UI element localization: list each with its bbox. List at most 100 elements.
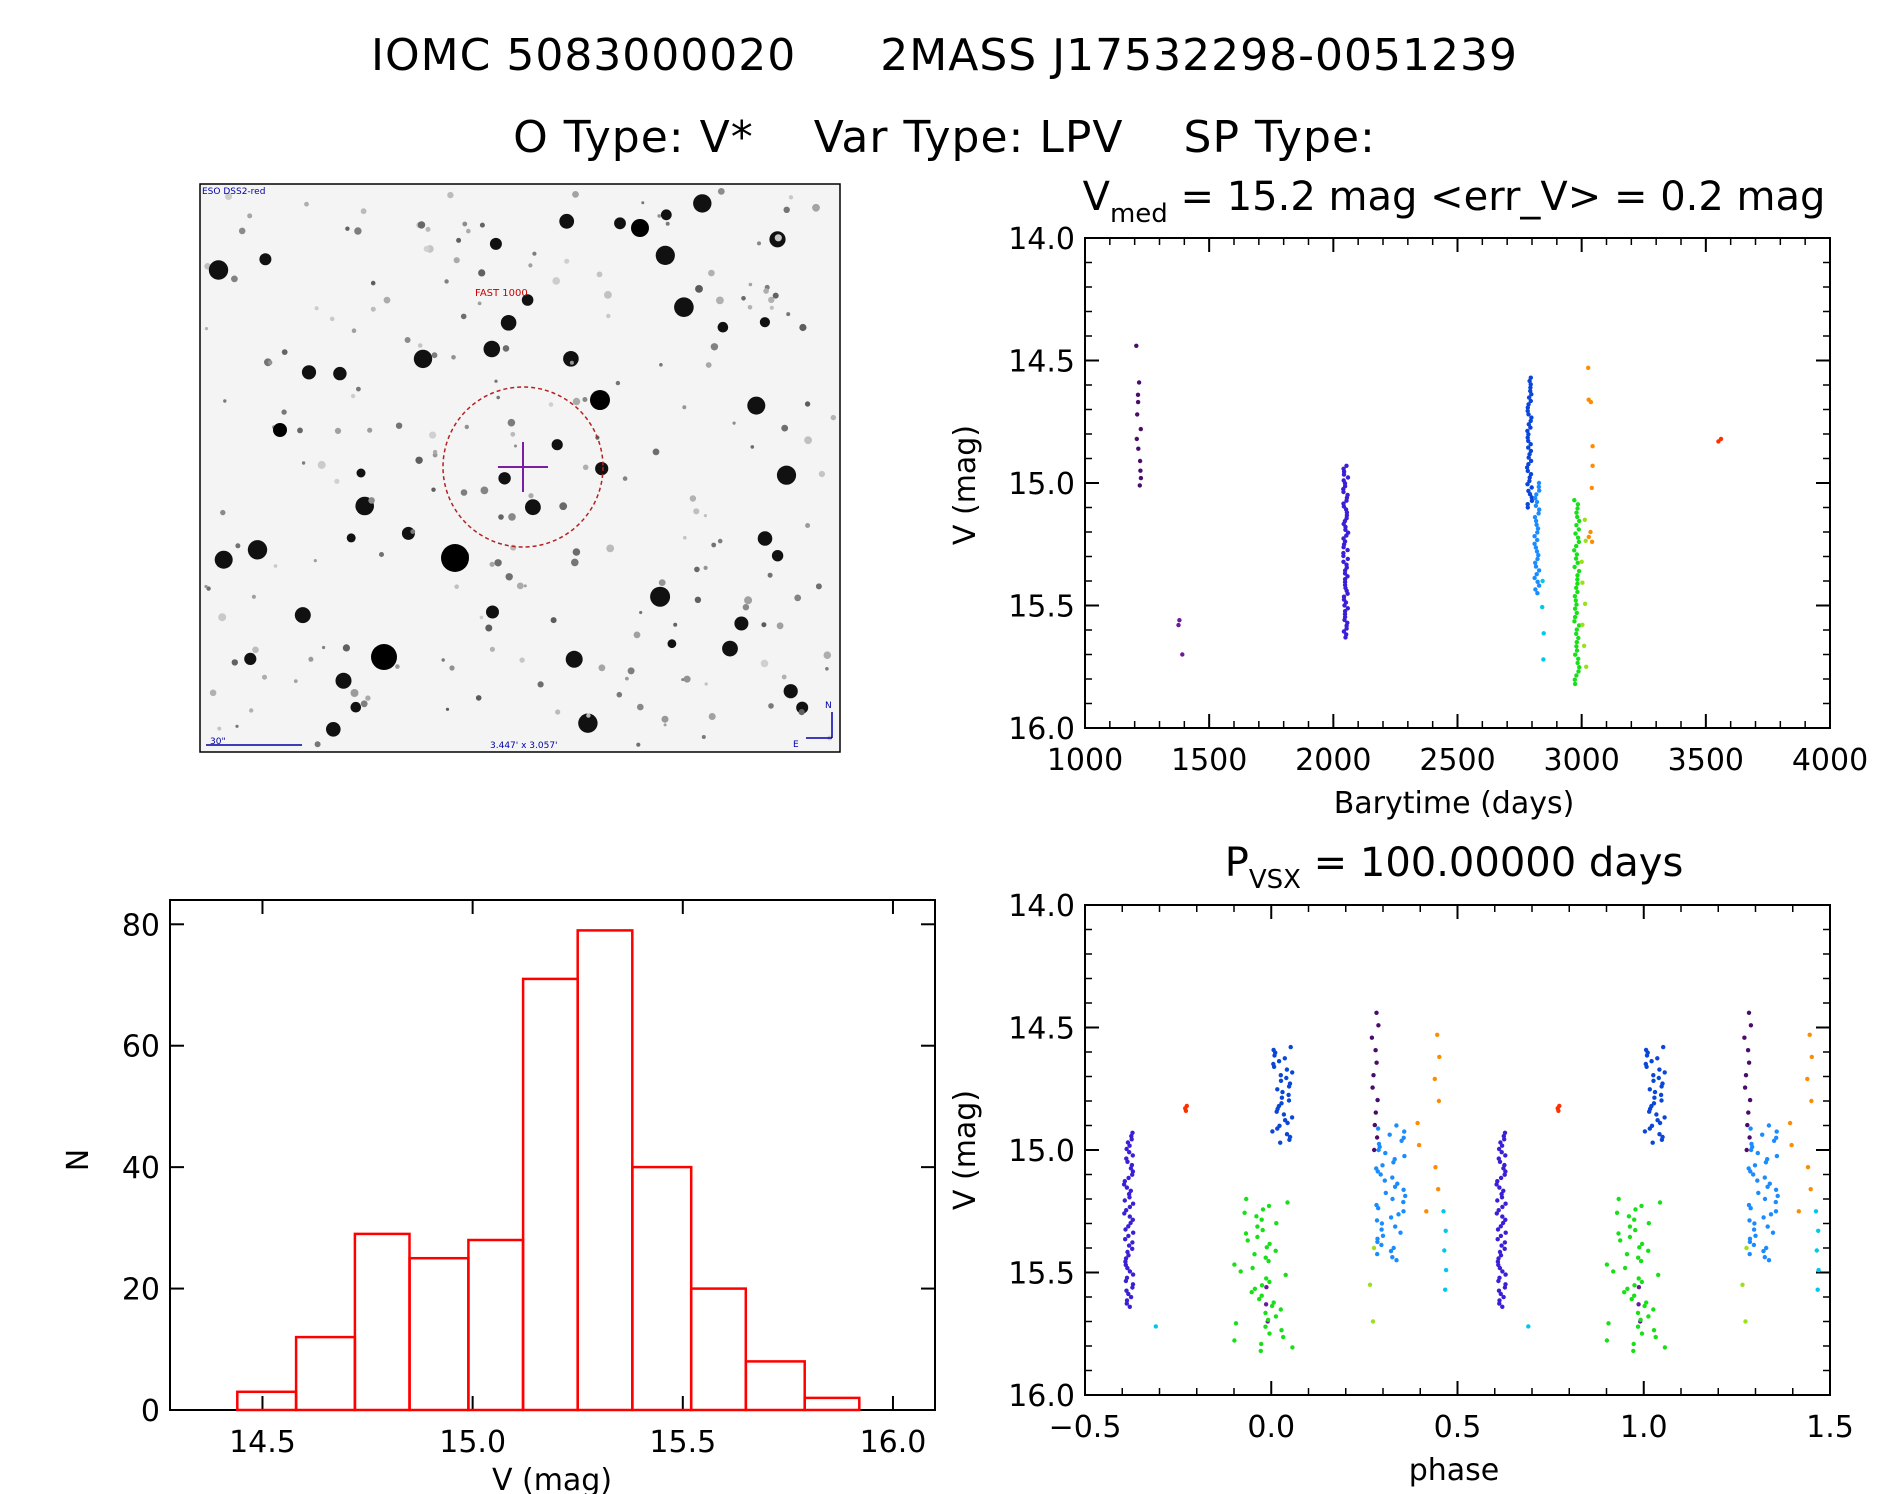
phased-point bbox=[1747, 1239, 1753, 1245]
star bbox=[783, 206, 790, 213]
phased-point bbox=[1403, 1193, 1408, 1199]
phased-point bbox=[1375, 1251, 1380, 1257]
light-curve-point bbox=[1341, 489, 1346, 495]
vartype-value: LPV bbox=[1039, 112, 1124, 163]
phased-point bbox=[1762, 1175, 1768, 1180]
light-curve-point bbox=[1526, 488, 1531, 494]
light-curve-point bbox=[1532, 575, 1537, 581]
star bbox=[294, 607, 311, 624]
phased-point bbox=[1499, 1191, 1504, 1197]
phased-point bbox=[1752, 1163, 1758, 1168]
axes-frame bbox=[169, 899, 936, 1411]
star bbox=[494, 379, 498, 383]
phased-point bbox=[1646, 1221, 1652, 1226]
star bbox=[532, 251, 537, 256]
phased-point bbox=[1753, 1233, 1758, 1239]
neighbor-label: FAST 1000 bbox=[475, 288, 528, 299]
star bbox=[825, 667, 829, 671]
light-curve-point bbox=[1528, 448, 1534, 454]
phased-point bbox=[1495, 1227, 1501, 1232]
star bbox=[368, 497, 375, 504]
phased-point bbox=[1755, 1178, 1760, 1183]
light-curve-point bbox=[1537, 507, 1542, 512]
histogram-bar bbox=[467, 1238, 525, 1412]
phased-point bbox=[1371, 1073, 1376, 1078]
light-curve-point bbox=[1572, 498, 1577, 503]
phased-point bbox=[1127, 1195, 1132, 1200]
star bbox=[708, 269, 715, 277]
star bbox=[798, 709, 805, 716]
phased-point bbox=[1260, 1227, 1265, 1233]
y-tick-label: 15.5 bbox=[1008, 1257, 1075, 1292]
phased-point bbox=[1773, 1187, 1779, 1193]
phased-point bbox=[1131, 1230, 1136, 1235]
phased-point bbox=[1747, 1236, 1753, 1242]
star bbox=[485, 624, 493, 632]
star bbox=[301, 365, 317, 380]
light-curve-point bbox=[1526, 438, 1531, 444]
star bbox=[657, 214, 661, 218]
star bbox=[783, 684, 798, 699]
star bbox=[351, 328, 357, 334]
phased-point bbox=[1258, 1348, 1264, 1354]
x-tick-label: 1000 bbox=[1047, 743, 1123, 778]
phased-point bbox=[1290, 1345, 1295, 1350]
star bbox=[252, 646, 259, 654]
phased-point bbox=[1746, 1110, 1751, 1115]
star bbox=[812, 203, 820, 212]
star bbox=[334, 478, 340, 484]
star bbox=[659, 255, 669, 265]
phased-point bbox=[1787, 1120, 1793, 1126]
histogram-axes: 14.5 15.0 15.5 16.0 0 20 40 60 80 bbox=[122, 899, 936, 1460]
light-curve-point bbox=[1574, 648, 1580, 653]
light-curve-point bbox=[1528, 442, 1533, 447]
star bbox=[217, 726, 222, 731]
phased-point bbox=[1747, 1097, 1753, 1103]
histogram-bar bbox=[689, 1287, 748, 1412]
phased-point bbox=[1499, 1243, 1504, 1248]
star bbox=[249, 708, 254, 713]
phased-point bbox=[1424, 1209, 1429, 1214]
light-curve-point bbox=[1576, 669, 1581, 674]
light-curve-point bbox=[1138, 468, 1143, 473]
histogram-bar bbox=[294, 1335, 357, 1412]
light-curve-point bbox=[1344, 533, 1349, 538]
histogram-plot: 14.5 15.0 15.5 16.0 0 20 40 60 80 V (mag) N bbox=[61, 899, 936, 1494]
light-curve-point bbox=[1586, 365, 1591, 370]
x-tick-label: 3000 bbox=[1543, 743, 1619, 778]
light-curve-title: Vmed = 15.2 mag <err_V> = 0.2 mag bbox=[1083, 174, 1826, 229]
star bbox=[781, 424, 789, 432]
phased-point bbox=[1387, 1132, 1392, 1137]
phased-point bbox=[1760, 1132, 1765, 1137]
star bbox=[701, 735, 706, 739]
light-curve-point bbox=[1574, 631, 1579, 636]
phased-point bbox=[1652, 1095, 1657, 1100]
x-tick-label: 1.0 bbox=[1620, 1410, 1668, 1445]
star bbox=[462, 221, 468, 227]
star bbox=[637, 703, 644, 711]
star bbox=[498, 514, 504, 520]
phased-point bbox=[1657, 1067, 1662, 1072]
y-tick-label: 40 bbox=[122, 1151, 160, 1186]
phased-point bbox=[1127, 1269, 1133, 1274]
histogram-bar bbox=[521, 977, 579, 1412]
star bbox=[683, 675, 691, 683]
light-curve-xlabel: Barytime (days) bbox=[1334, 786, 1575, 821]
phased-point bbox=[1130, 1246, 1135, 1252]
phased-point bbox=[1372, 1147, 1377, 1153]
phased-point bbox=[1126, 1291, 1131, 1297]
phased-point bbox=[1747, 1251, 1752, 1257]
star bbox=[218, 613, 227, 622]
light-curve-point bbox=[1576, 635, 1581, 641]
light-curve-point bbox=[1536, 511, 1541, 516]
phased-point bbox=[1497, 1159, 1503, 1165]
star bbox=[354, 227, 362, 235]
light-curve-point bbox=[1345, 547, 1350, 553]
star bbox=[559, 502, 568, 511]
phased-point bbox=[1747, 1135, 1752, 1140]
phased-curve-points bbox=[1121, 1010, 1821, 1354]
light-curve-point bbox=[1577, 518, 1582, 524]
star bbox=[815, 583, 822, 590]
light-curve-point bbox=[1528, 472, 1534, 477]
phased-point bbox=[1647, 1126, 1653, 1131]
